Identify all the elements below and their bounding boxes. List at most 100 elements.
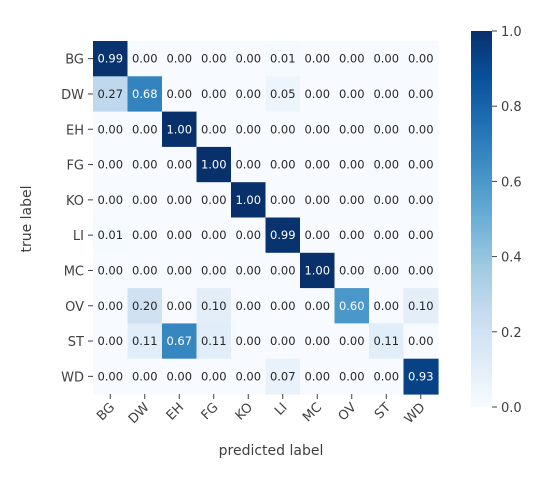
- heatmap-cell-FG-OV: [334, 146, 370, 183]
- cell-value-label: 0.00: [270, 299, 296, 313]
- x-tick-label: LI: [272, 400, 290, 418]
- cell-value-label: 0.00: [373, 87, 399, 101]
- heatmap-cell-EH-LI: [265, 111, 301, 148]
- heatmap-cell-ST-FG: [196, 323, 232, 360]
- heatmap-cell-EH-BG: [93, 111, 129, 148]
- heatmap-cell-EH-WD: [403, 111, 439, 148]
- heatmap-cell-ST-LI: [265, 323, 301, 360]
- heatmap-cell-LI-EH: [162, 217, 198, 254]
- cell-value-label: 0.00: [270, 193, 296, 207]
- heatmap-cell-DW-LI: [265, 76, 301, 113]
- cell-value-label: 0.10: [201, 299, 227, 313]
- y-axis-ticks: BG DW EH FG KO LI MC OV ST WD: [61, 53, 93, 385]
- cell-value-label: 0.00: [373, 263, 399, 277]
- cell-value-label: 0.60: [339, 299, 365, 313]
- heatmap-cell-OV-LI: [265, 288, 301, 324]
- x-tick-label: MC: [300, 400, 325, 425]
- heatmap-cell-ST-KO: [231, 323, 267, 360]
- cell-value-label: 0.00: [235, 87, 261, 101]
- cell-value-label: 0.05: [270, 87, 296, 101]
- cell-value-label: 0.00: [97, 158, 123, 172]
- cell-value-label: 0.00: [304, 87, 330, 101]
- heatmap-cell-LI-DW: [127, 217, 163, 254]
- heatmap-cell-DW-MC: [300, 76, 336, 113]
- cell-value-label: 0.00: [97, 334, 123, 348]
- cell-value-label: 0.00: [132, 369, 158, 383]
- cell-value-label: 0.00: [408, 52, 434, 66]
- cell-value-label: 0.00: [97, 193, 123, 207]
- cell-value-label: 0.00: [373, 299, 399, 313]
- heatmap-cell-LI-MC: [300, 217, 336, 254]
- heatmap-cell-FG-FG: [196, 146, 232, 183]
- cell-value-label: 1.00: [166, 122, 192, 136]
- y-tick-label: MC: [64, 264, 84, 279]
- cell-value-label: 0.00: [235, 122, 261, 136]
- cell-value-label: 0.00: [408, 158, 434, 172]
- heatmap-cell-ST-ST: [369, 323, 405, 360]
- heatmap-cell-LI-FG: [196, 217, 232, 254]
- heatmap-cell-ST-MC: [300, 323, 336, 360]
- cell-value-label: 0.00: [304, 122, 330, 136]
- heatmap-cell-WD-BG: [93, 358, 129, 395]
- heatmap-cell-MC-DW: [127, 252, 163, 289]
- heatmap-cell-DW-DW: [127, 76, 163, 113]
- heatmap-cell-EH-OV: [334, 111, 370, 148]
- cell-value-label: 0.00: [97, 263, 123, 277]
- heatmap-cell-KO-WD: [403, 182, 439, 219]
- heatmap-cell-LI-BG: [93, 217, 129, 254]
- cell-value-label: 0.00: [270, 158, 296, 172]
- cell-value-label: 0.00: [304, 334, 330, 348]
- heatmap-cell-ST-OV: [334, 323, 370, 360]
- heatmap-cell-OV-EH: [162, 288, 198, 324]
- heatmap-cell-BG-MC: [300, 41, 336, 77]
- heatmap-cell-BG-FG: [196, 41, 232, 77]
- heatmap-cell-MC-ST: [369, 252, 405, 289]
- cell-value-label: 0.11: [373, 334, 399, 348]
- cell-value-label: 0.00: [201, 369, 227, 383]
- cell-value-label: 0.00: [339, 52, 365, 66]
- cell-value-label: 0.00: [132, 122, 158, 136]
- cell-value-label: 0.00: [235, 299, 261, 313]
- heatmap-cell-BG-EH: [162, 41, 198, 77]
- heatmap-cell-WD-MC: [300, 358, 336, 395]
- cell-value-label: 0.00: [339, 228, 365, 242]
- heatmap-cell-KO-OV: [334, 182, 370, 219]
- y-axis-title: true label: [19, 185, 35, 252]
- heatmap-cell-WD-ST: [369, 358, 405, 395]
- cell-value-label: 0.00: [235, 334, 261, 348]
- heatmap-cell-FG-LI: [265, 146, 301, 183]
- colorbar-tick-label: 0.2: [501, 326, 522, 341]
- heatmap-cell-MC-WD: [403, 252, 439, 289]
- cell-value-label: 0.00: [339, 334, 365, 348]
- cell-value-label: 0.00: [373, 369, 399, 383]
- cell-value-label: 0.00: [373, 193, 399, 207]
- heatmap-cell-OV-FG: [196, 288, 232, 324]
- cell-value-label: 0.67: [166, 334, 192, 348]
- y-tick-label: EH: [66, 123, 84, 138]
- colorbar-gradient: [471, 31, 492, 407]
- cell-value-label: 0.00: [339, 193, 365, 207]
- cell-value-label: 0.00: [201, 87, 227, 101]
- heatmap-cells: [93, 41, 439, 395]
- heatmap-cell-LI-LI: [265, 217, 301, 254]
- cell-value-label: 0.20: [132, 299, 158, 313]
- cell-value-label: 0.00: [408, 228, 434, 242]
- x-tick-label: OV: [336, 400, 360, 424]
- colorbar-tick-label: 0.0: [501, 401, 522, 416]
- heatmap-cell-LI-ST: [369, 217, 405, 254]
- heatmap-cell-WD-LI: [265, 358, 301, 395]
- heatmap-cell-WD-KO: [231, 358, 267, 395]
- heatmap-cell-EH-FG: [196, 111, 232, 148]
- heatmap-cell-BG-BG: [93, 41, 129, 77]
- heatmap-cell-MC-MC: [300, 252, 336, 289]
- heatmap-cell-MC-LI: [265, 252, 301, 289]
- y-tick-label: ST: [68, 335, 84, 350]
- cell-value-label: 1.00: [201, 158, 227, 172]
- cell-value-label: 0.11: [132, 334, 158, 348]
- cell-value-label: 0.00: [97, 299, 123, 313]
- heatmap-cell-KO-DW: [127, 182, 163, 219]
- heatmap-cell-ST-EH: [162, 323, 198, 360]
- cell-value-label: 0.00: [235, 369, 261, 383]
- heatmap-cell-EH-KO: [231, 111, 267, 148]
